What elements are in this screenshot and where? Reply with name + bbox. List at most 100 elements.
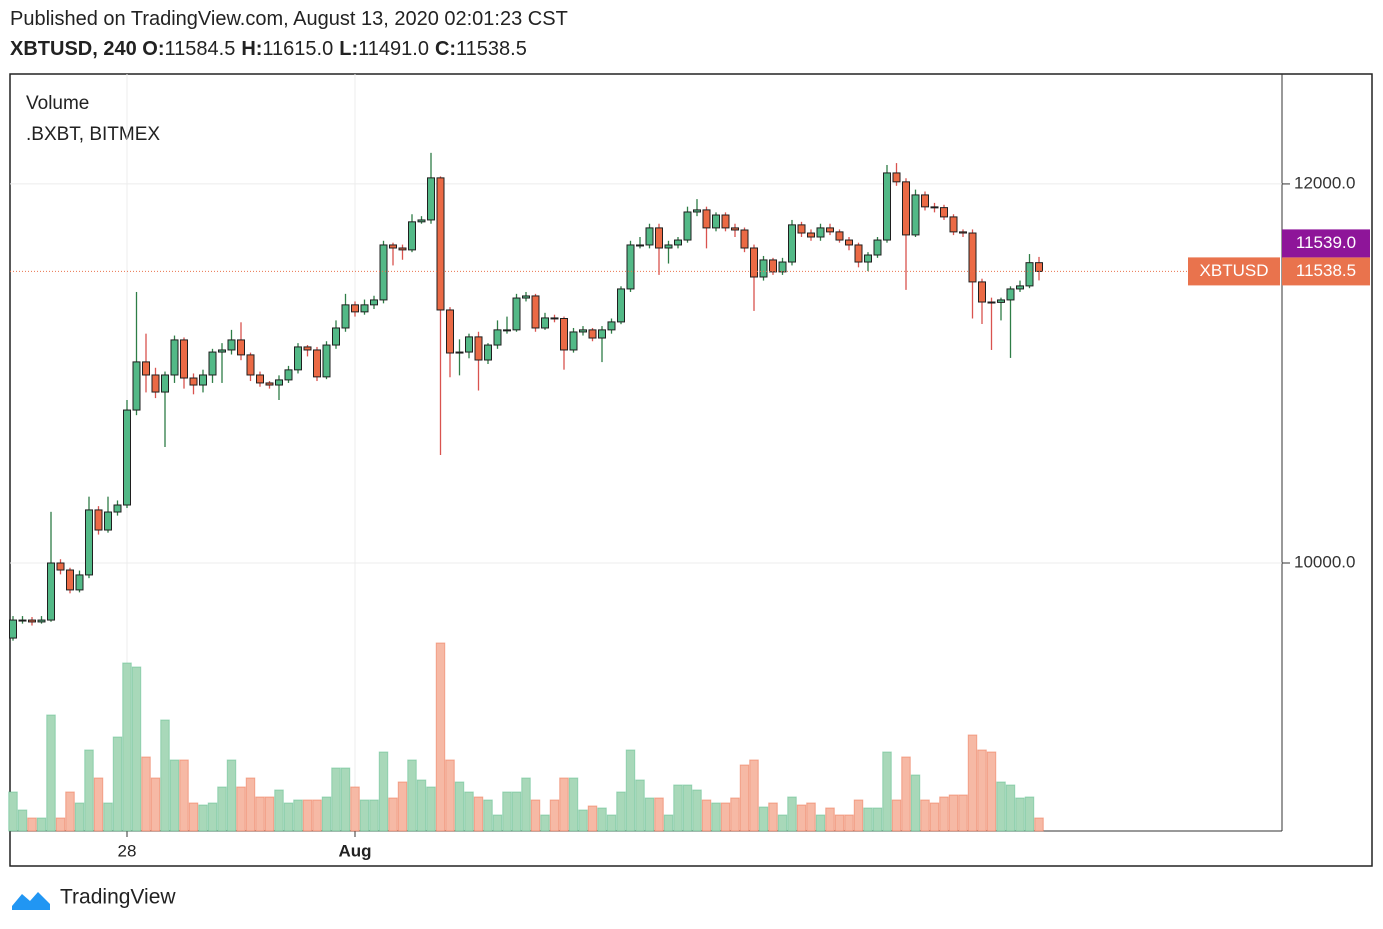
candle-body [769, 259, 777, 273]
volume-bar [663, 814, 674, 832]
volume-bar [958, 794, 968, 832]
volume-bar [1024, 796, 1035, 832]
symbol-tag-label: XBTUSD [1200, 261, 1269, 280]
symbol-tag [1188, 257, 1280, 286]
symbol: XBTUSD, 240 [10, 38, 137, 60]
volume-bar [863, 807, 873, 832]
candle-body [550, 317, 559, 320]
candle-body [332, 327, 340, 346]
volume-bar [369, 799, 379, 832]
volume-bar [977, 749, 987, 832]
volume-bar [654, 797, 664, 832]
candle-body [66, 569, 74, 591]
volume-bar [901, 756, 911, 832]
volume-bar [293, 799, 303, 832]
candle-body [911, 194, 920, 236]
volume-bar [160, 719, 170, 832]
candle-body [541, 317, 549, 329]
ohlc-value: 11538.5 [456, 38, 527, 60]
volume-bar [198, 804, 208, 832]
candle-body [455, 351, 464, 354]
volume-bar [103, 802, 113, 832]
candle-body [512, 297, 521, 331]
ohlc-value: 11584.5 [164, 38, 236, 60]
volume-bar [122, 662, 132, 832]
volume-bar [777, 814, 788, 832]
candle-body [218, 349, 226, 353]
candle-body [1016, 285, 1024, 290]
candle-body [113, 504, 122, 513]
candle-body [816, 227, 825, 238]
volume-bar [464, 791, 474, 832]
volume-bar [597, 807, 607, 832]
volume-bar [853, 799, 864, 832]
volume-bar [207, 802, 218, 832]
volume-bar [55, 817, 66, 832]
candle-body [370, 299, 378, 306]
candle-body [702, 209, 711, 229]
volume-bar [644, 797, 655, 832]
candle-body [161, 374, 169, 393]
candle-body [873, 239, 882, 256]
volume-bar [169, 759, 180, 832]
candle-body [664, 244, 673, 249]
candle-body [246, 354, 255, 376]
candle-body [446, 309, 454, 354]
x-tick-label: Aug [338, 841, 371, 860]
ohlc-label: L: [339, 38, 359, 60]
volume-bar [511, 791, 522, 832]
volume-bar [768, 802, 778, 832]
candle-body [750, 247, 758, 278]
candle-body [313, 349, 321, 378]
volume-bar [445, 759, 455, 832]
x-tick-label: 28 [118, 841, 137, 860]
candle-body [493, 329, 502, 346]
volume-bar [17, 809, 28, 832]
candle-body [930, 206, 939, 209]
candle-body [531, 295, 540, 329]
volume-bars [8, 642, 1044, 832]
candle-body [256, 374, 264, 384]
volume-bar [806, 802, 816, 832]
volume-bar [929, 802, 940, 832]
candle-body [208, 351, 217, 376]
volume-bar [312, 799, 322, 832]
candle-body [322, 344, 331, 378]
candle-body [588, 329, 597, 339]
candle-body [341, 304, 350, 329]
volume-bar [141, 756, 151, 832]
last-price-tag [1282, 257, 1370, 286]
symbol-line: XBTUSD, 240 O:11584.5 H:11615.0 L:11491.0 C… [10, 38, 533, 61]
volume-bar [264, 796, 275, 832]
candle-body [303, 346, 312, 351]
volume-bar [872, 807, 883, 832]
candle-body [683, 211, 692, 241]
candle-body [579, 329, 587, 333]
candle-body [294, 346, 302, 371]
candle-body [864, 254, 872, 263]
volume-bar [530, 799, 541, 832]
volume-bar [758, 806, 769, 832]
volume-bar [502, 791, 512, 832]
volume-bar [340, 767, 351, 832]
logo-icon [12, 892, 50, 910]
volume-bar [407, 759, 417, 832]
candle-body [560, 317, 568, 351]
candle-body [417, 219, 426, 223]
volume-bar [720, 802, 731, 832]
volume-bar [226, 759, 237, 832]
volume-bar [948, 794, 959, 832]
candle-body [351, 304, 359, 313]
ohlc-value: 11491.0 [358, 38, 429, 60]
volume-bar [739, 764, 750, 832]
index-price-label: 11539.0 [1296, 233, 1356, 252]
candle-body [237, 339, 245, 356]
candle-body [9, 619, 17, 639]
candle-body [902, 181, 910, 236]
candle-body [398, 247, 407, 251]
candle-body [37, 619, 46, 623]
candle-body [883, 172, 891, 241]
candle-body [275, 379, 283, 386]
legend-volume: Volume [26, 93, 89, 114]
